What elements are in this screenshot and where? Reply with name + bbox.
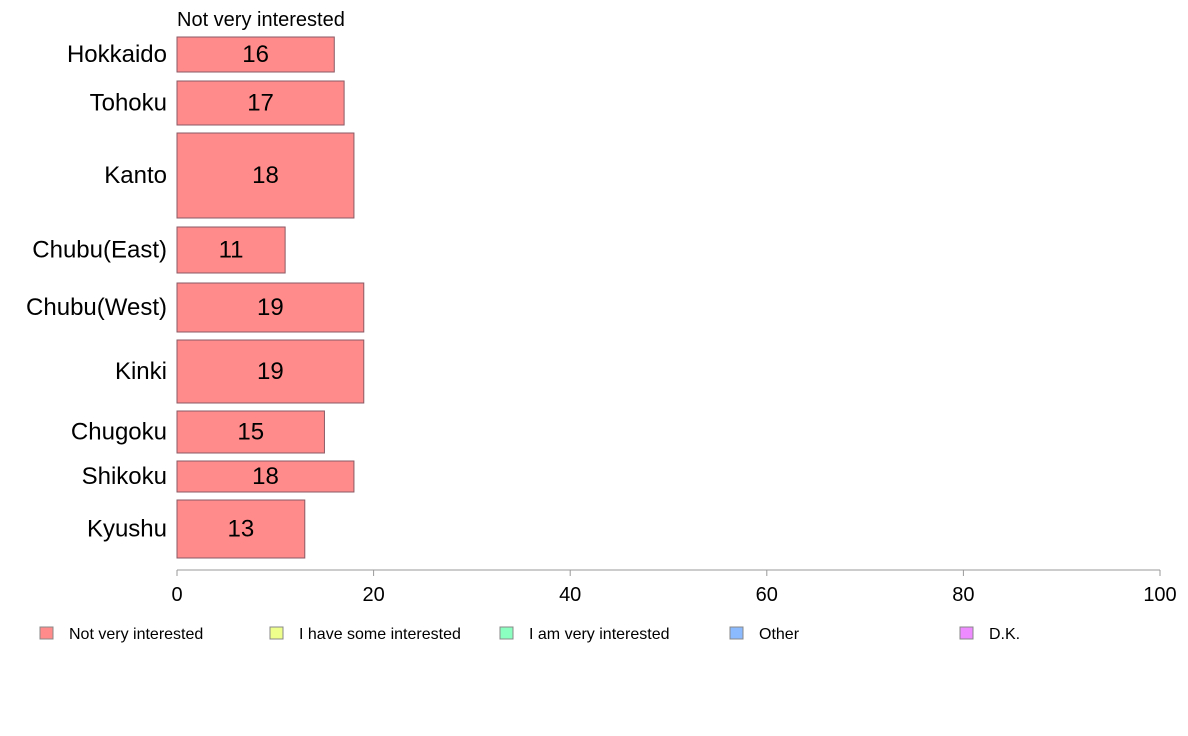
bar-value-label: 19	[257, 358, 284, 385]
legend-label: Other	[759, 626, 800, 643]
legend-label: I am very interested	[529, 626, 670, 643]
bar-value-label: 16	[242, 41, 269, 68]
bar-value-label: 19	[257, 294, 284, 321]
category-label: Chubu(East)	[32, 237, 167, 264]
bar-value-label: 13	[228, 516, 255, 543]
legend-swatch	[269, 626, 284, 640]
bar	[176, 339, 365, 404]
x-tick-label: 0	[171, 584, 182, 606]
legend-entry: D.K.	[959, 626, 1020, 643]
x-tick-label: 80	[952, 584, 974, 606]
category-label: Tohoku	[90, 90, 167, 117]
bar-row: Tohoku 17	[90, 80, 345, 126]
legend-entry: Not very interested	[39, 626, 203, 643]
bar	[176, 460, 355, 493]
legend-entry: I am very interested	[499, 626, 670, 643]
bar	[176, 36, 335, 73]
bar	[176, 132, 355, 219]
x-tick-label: 60	[756, 584, 778, 606]
bar-row: Kinki 19	[115, 339, 365, 404]
x-axis: 0 20 40 60 80 100	[171, 569, 1177, 606]
x-tick-label: 100	[1143, 584, 1176, 606]
bar-value-label: 17	[247, 90, 274, 117]
bar-row: Chugoku 15	[71, 410, 325, 454]
category-label: Hokkaido	[67, 41, 167, 68]
bar	[176, 499, 306, 559]
bar-value-label: 11	[219, 237, 244, 264]
legend-label: D.K.	[989, 626, 1020, 643]
bar-row: Hokkaido 16	[67, 36, 335, 73]
bar-row: Kanto 18	[104, 132, 355, 219]
bar-value-label: 18	[252, 162, 279, 189]
bar-row: Kyushu 13	[87, 499, 306, 559]
category-label: Chubu(West)	[26, 294, 167, 321]
legend: Not very interested I have some intereste…	[39, 626, 1020, 643]
x-tick-label: 20	[362, 584, 384, 606]
bar-row: Chubu(West) 19	[26, 282, 365, 333]
bar	[176, 410, 325, 454]
bar	[176, 226, 286, 274]
category-label: Kyushu	[87, 516, 167, 543]
legend-swatch	[499, 626, 514, 640]
legend-entry: I have some interested	[269, 626, 461, 643]
bar	[176, 80, 345, 126]
legend-label: Not very interested	[69, 626, 203, 643]
category-label: Kanto	[104, 162, 167, 189]
legend-entry: Other	[729, 626, 800, 643]
legend-swatch	[959, 626, 974, 640]
bar-value-label: 15	[237, 419, 264, 446]
bar	[176, 282, 365, 333]
bar-value-label: 18	[252, 463, 279, 490]
bar-row: Shikoku 18	[82, 460, 355, 493]
category-label: Shikoku	[82, 463, 167, 490]
category-label: Chugoku	[71, 419, 167, 446]
x-tick-label: 40	[559, 584, 581, 606]
legend-swatch	[729, 626, 744, 640]
bar-row: Chubu(East) 11	[32, 226, 286, 274]
series-title: Not very interested	[177, 9, 345, 31]
legend-label: I have some interested	[299, 626, 461, 643]
category-label: Kinki	[115, 358, 167, 385]
legend-swatch	[39, 626, 54, 640]
